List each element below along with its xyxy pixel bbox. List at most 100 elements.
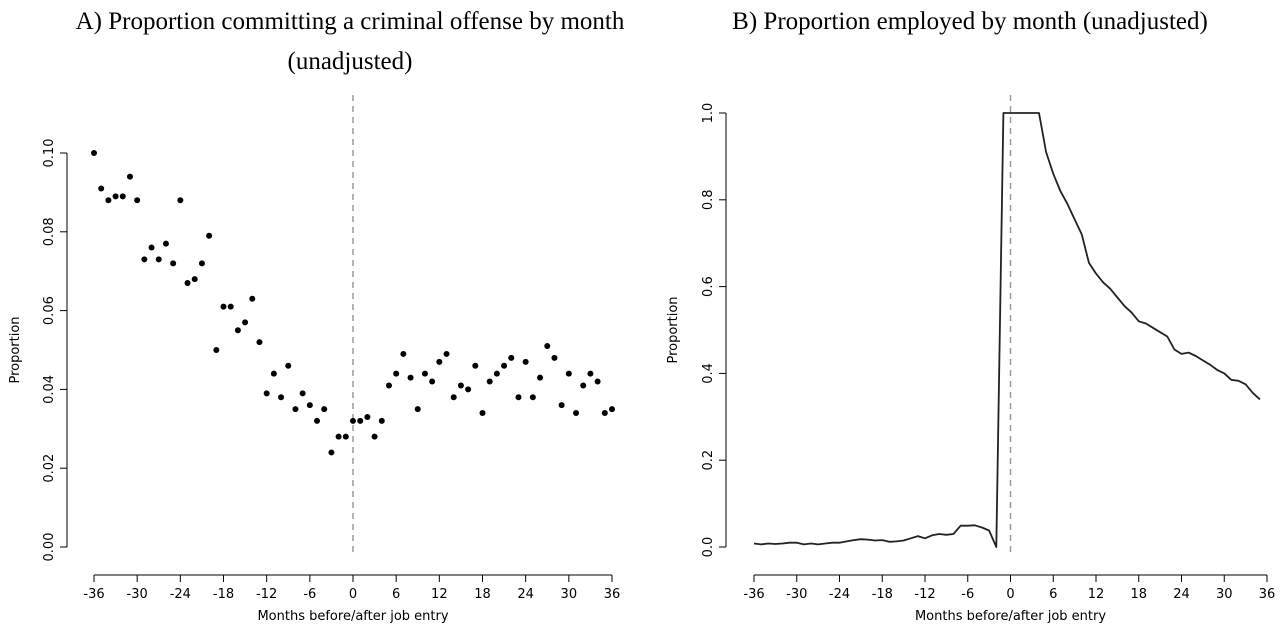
- panel-b-x-axis-label: Months before/after job entry: [915, 609, 1106, 624]
- panel-a-point: [184, 280, 191, 287]
- panel-a-point: [105, 197, 112, 204]
- panel-a-point: [335, 433, 342, 440]
- panel-a-point: [551, 354, 558, 361]
- panel-a-point: [98, 185, 105, 192]
- panel-b-x-tick-label: -6: [961, 587, 974, 602]
- panel-a-point: [306, 402, 313, 409]
- panel-a-point: [299, 390, 306, 397]
- panel-a-x-tick-label: -30: [127, 587, 148, 602]
- panel-a-point: [429, 378, 436, 385]
- panel-a-point: [558, 402, 565, 409]
- panel-a-x-tick-label: 36: [604, 587, 621, 602]
- panel-a-point: [328, 449, 335, 456]
- panel-a-point: [450, 394, 457, 401]
- panel-a-point: [342, 433, 349, 440]
- panel-a-y-tick-label: 0.04: [42, 375, 57, 404]
- panel-a-point: [364, 413, 371, 420]
- panel-a-point: [278, 394, 285, 401]
- panel-a-x-tick-label: -18: [213, 587, 234, 602]
- panel-a-point: [587, 370, 594, 377]
- panel-a-point: [198, 260, 205, 267]
- panel-b-x-tick-label: 30: [1216, 587, 1233, 602]
- panel-b-x-tick-label: 0: [1006, 587, 1014, 602]
- panel-a-point: [573, 410, 580, 417]
- panel-a-point: [508, 354, 515, 361]
- panel-b-x-tick-label: 12: [1088, 587, 1105, 602]
- panel-a-point: [537, 374, 544, 381]
- panel-a-x-tick-label: 18: [474, 587, 491, 602]
- panel-b-y-tick-label: 0.4: [701, 363, 716, 384]
- panel-a-point: [457, 382, 464, 389]
- panel-a-y-tick-label: 0.02: [42, 454, 57, 483]
- panel-b-y-tick-label: 1.0: [701, 103, 716, 124]
- panel-a-point: [227, 303, 234, 310]
- panel-a-point: [314, 417, 321, 424]
- panel-a-x-axis-label: Months before/after job entry: [257, 609, 448, 624]
- panel-b-y-tick-label: 0.8: [701, 189, 716, 210]
- panel-b-y-tick-label: 0.0: [701, 537, 716, 558]
- panel-b-x-tick-label: -30: [786, 587, 807, 602]
- panel-a-point: [263, 390, 270, 397]
- panel-a-point: [350, 417, 356, 424]
- panel-a-point: [529, 394, 536, 401]
- panel-a-x-tick-label: -36: [83, 587, 104, 602]
- panel-a-y-tick-label: 0.10: [42, 139, 57, 168]
- panel-b-y-axis-label: Proportion: [666, 296, 681, 363]
- panel-a-point: [256, 339, 263, 346]
- panel-b-x-tick-label: 36: [1259, 587, 1276, 602]
- panel-a-x-tick-label: -12: [256, 587, 277, 602]
- panel-b-y-tick-label: 0.2: [701, 450, 716, 471]
- panel-a-point: [479, 410, 486, 417]
- panel-b-x-tick-label: -18: [872, 587, 893, 602]
- panel-b-series-line: [753, 112, 1261, 548]
- panel-a-point: [544, 343, 551, 350]
- panel-a-point: [126, 173, 133, 180]
- panel-a-point: [522, 358, 529, 365]
- panel-b-x-tick-label: 18: [1130, 587, 1147, 602]
- panel-b-y-tick-label: 0.6: [701, 276, 716, 297]
- panel-a-point: [421, 370, 428, 377]
- panel-a-point: [119, 193, 126, 200]
- panel-a-point: [170, 260, 177, 267]
- panel-a-point: [91, 150, 97, 156]
- panel-a-y-axis-label: Proportion: [8, 316, 23, 383]
- panel-a-point: [206, 232, 213, 239]
- panel-a-point: [501, 362, 508, 369]
- panel-a-point: [371, 433, 378, 440]
- panel-a-point: [112, 193, 119, 200]
- panel-a-point: [601, 410, 608, 417]
- panel-a-point: [609, 406, 615, 413]
- panel-b-x-tick-label: -24: [829, 587, 850, 602]
- panel-b-x-tick-label: -12: [914, 587, 935, 602]
- panel-a-point: [270, 370, 277, 377]
- panel-a-x-tick-label: 24: [517, 587, 534, 602]
- panel-a-point: [414, 406, 421, 413]
- panel-a-point: [148, 244, 155, 251]
- panel-b-x-tick-label: -36: [743, 587, 764, 602]
- panel-a-point: [594, 378, 601, 385]
- panel-a-point: [220, 303, 227, 310]
- panel-a-point: [565, 370, 572, 377]
- panel-a-point: [393, 370, 400, 377]
- panel-a-point: [465, 386, 472, 393]
- panel-a-point: [436, 358, 443, 365]
- panel-a-x-tick-label: 6: [392, 587, 400, 602]
- panel-a-point: [234, 327, 241, 334]
- panel-a-point: [580, 382, 587, 389]
- panel-a-x-tick-label: -6: [303, 587, 316, 602]
- panel-a-point: [400, 350, 407, 357]
- panel-a-point: [177, 197, 184, 204]
- panel-a-x-tick-label: 12: [431, 587, 448, 602]
- panel-b-x-tick-label: 24: [1173, 587, 1190, 602]
- panel-a-y-tick-label: 0.06: [42, 296, 57, 325]
- panel-a-point: [321, 406, 328, 413]
- panel-a-point: [162, 240, 169, 247]
- panel-a-point: [378, 417, 385, 424]
- panel-a-point: [141, 256, 148, 263]
- panel-a-point: [249, 295, 256, 302]
- panel-a-y-tick-label: 0.00: [42, 533, 57, 562]
- panel-a-point: [493, 370, 500, 377]
- panel-a-point: [515, 394, 522, 401]
- panel-a-point: [134, 197, 141, 204]
